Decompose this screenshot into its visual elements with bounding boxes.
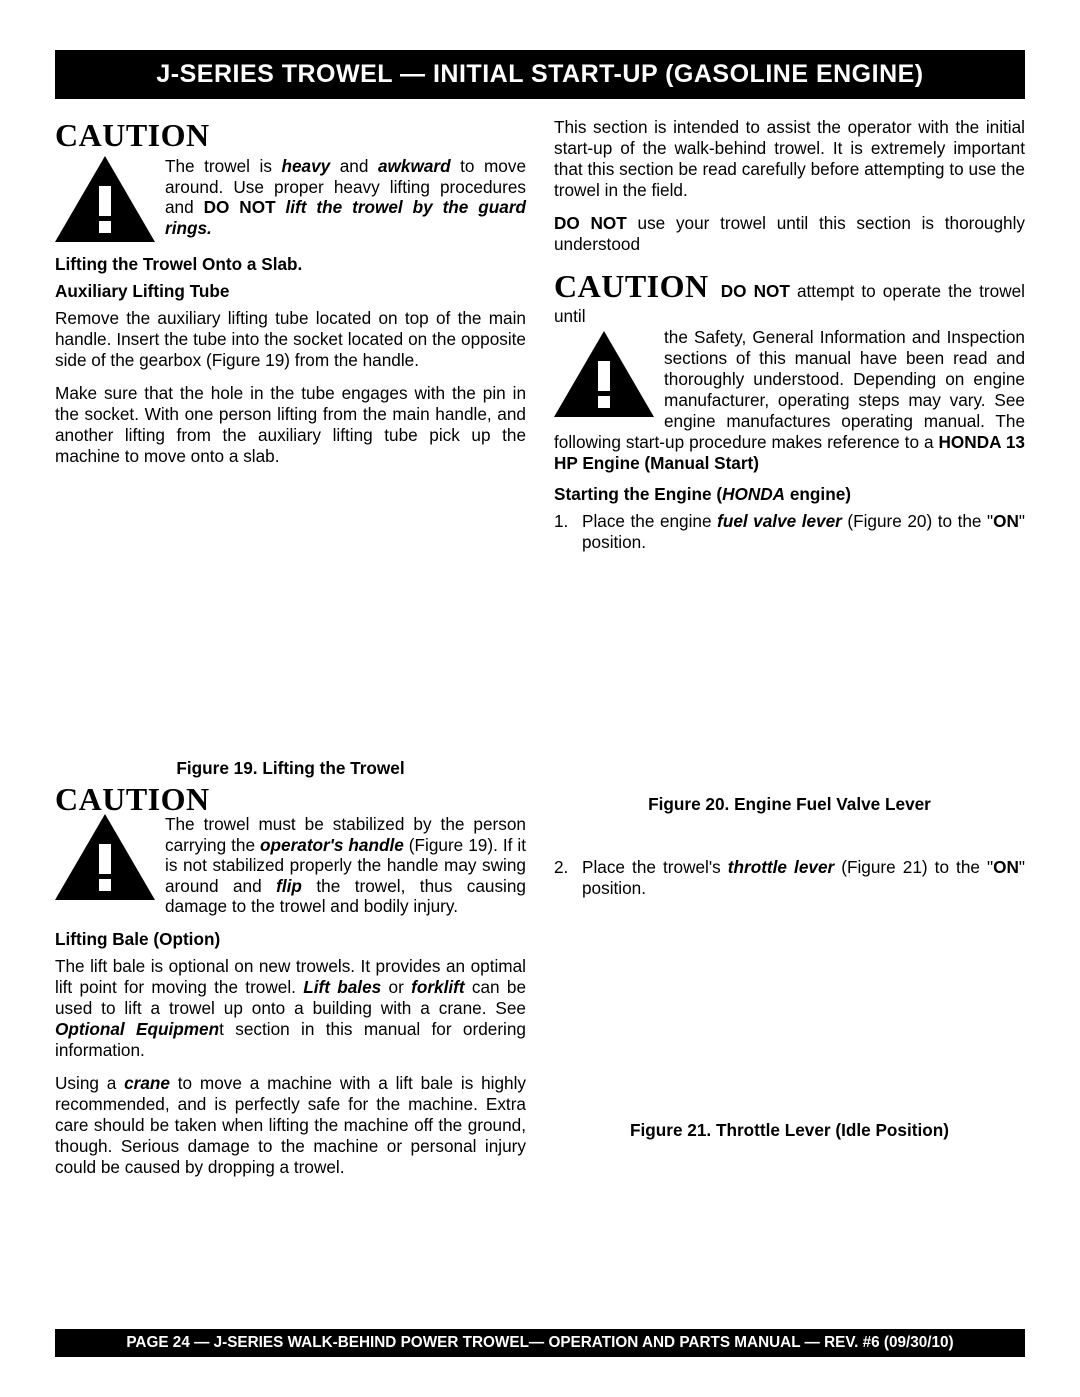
step-list-1: 1. Place the engine fuel valve lever (Fi…	[554, 511, 1025, 553]
caution-block-2: The trowel must be stabilized by the per…	[55, 814, 526, 917]
warning-triangle-icon	[55, 814, 155, 900]
subhead-lifting-slab: Lifting the Trowel Onto a Slab.	[55, 254, 526, 275]
figure-20-caption: Figure 20. Engine Fuel Valve Lever	[554, 794, 1025, 815]
caution-line1: CAUTION DO NOT attempt to operate the tr…	[554, 267, 1025, 327]
figure-20-placeholder	[554, 565, 1025, 790]
para-bale-1: The lift bale is optional on new trowels…	[55, 956, 526, 1061]
figure-21-caption: Figure 21. Throttle Lever (Idle Position…	[554, 1120, 1025, 1141]
para-aux-2: Make sure that the hole in the tube enga…	[55, 383, 526, 467]
caution-heading-1: CAUTION	[55, 117, 526, 154]
para-aux-1: Remove the auxiliary lifting tube locate…	[55, 308, 526, 371]
subhead-lifting-bale: Lifting Bale (Option)	[55, 929, 526, 950]
left-column: CAUTION The trowel is heavy and awkward …	[55, 117, 526, 1190]
caution-text-1: The trowel is heavy and awkward to move …	[165, 156, 526, 239]
step-2: 2. Place the trowel's throttle lever (Fi…	[554, 857, 1025, 899]
title-bar: J-SERIES TROWEL — INITIAL START-UP (GASO…	[55, 50, 1025, 99]
caution-heading-2: CAUTION	[55, 781, 526, 818]
two-column-layout: CAUTION The trowel is heavy and awkward …	[55, 117, 1025, 1190]
subhead-starting-engine: Starting the Engine (HONDA engine)	[554, 484, 1025, 505]
step-list-2: 2. Place the trowel's throttle lever (Fi…	[554, 857, 1025, 899]
caution-text-3: the Safety, General Information and Insp…	[554, 327, 1025, 474]
caution-block-1: The trowel is heavy and awkward to move …	[55, 156, 526, 242]
subhead-aux-tube: Auxiliary Lifting Tube	[55, 281, 526, 302]
caution-block-3: CAUTION DO NOT attempt to operate the tr…	[554, 267, 1025, 474]
caution-text-2: The trowel must be stabilized by the per…	[165, 814, 526, 917]
right-column: This section is intended to assist the o…	[554, 117, 1025, 1190]
spacer	[554, 817, 1025, 857]
figure-19-placeholder	[55, 479, 526, 754]
figure-19-caption: Figure 19. Lifting the Trowel	[55, 758, 526, 779]
para-bale-2: Using a crane to move a machine with a l…	[55, 1073, 526, 1178]
footer-bar: PAGE 24 — J-SERIES WALK-BEHIND POWER TRO…	[55, 1329, 1025, 1357]
figure-21-placeholder	[554, 911, 1025, 1116]
warning-triangle-icon	[55, 156, 155, 242]
warning-triangle-icon	[554, 331, 654, 417]
step-1: 1. Place the engine fuel valve lever (Fi…	[554, 511, 1025, 553]
caution-heading-3: CAUTION	[554, 268, 709, 304]
para-intro-2: DO NOT use your trowel until this sectio…	[554, 213, 1025, 255]
para-intro-1: This section is intended to assist the o…	[554, 117, 1025, 201]
